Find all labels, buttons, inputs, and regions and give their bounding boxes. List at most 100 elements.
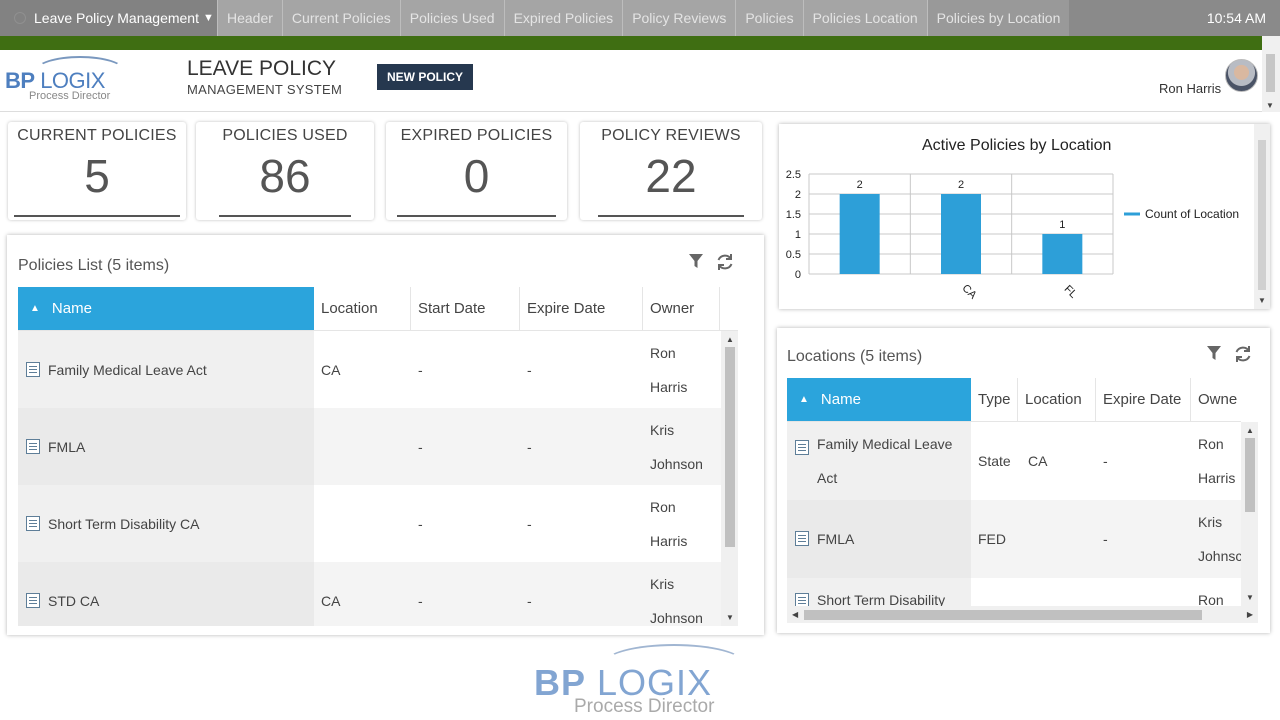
- locations-panel: Locations (5 items) ▲ Name Type Location …: [777, 328, 1270, 633]
- cell-name[interactable]: Short Term Disability CA: [18, 485, 314, 562]
- y-tick-label: 1.5: [786, 209, 801, 221]
- logo-bp: BP: [534, 662, 587, 703]
- scrollbar-thumb[interactable]: [1245, 438, 1255, 512]
- tab-current-policies[interactable]: Current Policies: [281, 0, 400, 36]
- bar: [839, 194, 880, 274]
- refresh-icon[interactable]: [715, 252, 735, 277]
- cell-type: FED: [971, 500, 1021, 578]
- document-icon: [795, 593, 809, 606]
- column-header-owner[interactable]: Owne: [1198, 391, 1238, 408]
- page-header: BP LOGIX Process Director LEAVE POLICY M…: [0, 50, 1262, 112]
- new-policy-button[interactable]: NEW POLICY: [377, 64, 474, 90]
- table-row[interactable]: STD CA CA - - Kris Johnson: [18, 562, 721, 626]
- column-header-type[interactable]: Type: [971, 378, 1018, 421]
- tab-policies-location[interactable]: Policies Location: [802, 0, 927, 36]
- chart-title: Active Policies by Location: [922, 137, 1112, 154]
- scroll-down-icon[interactable]: ▼: [1258, 296, 1266, 305]
- tab-policies[interactable]: Policies: [735, 0, 803, 36]
- column-header-start-date[interactable]: Start Date: [411, 287, 520, 330]
- scroll-up-icon[interactable]: ▲: [1246, 426, 1254, 435]
- stat-card-policies-used[interactable]: POLICIES USED 86: [196, 122, 374, 220]
- table-row[interactable]: Short Term Disability CA - - Ron Harris: [18, 485, 721, 562]
- refresh-icon[interactable]: [1233, 344, 1253, 369]
- avatar[interactable]: [1225, 59, 1258, 92]
- tab-expired-policies[interactable]: Expired Policies: [503, 0, 623, 36]
- document-icon: [26, 593, 40, 608]
- scroll-down-icon[interactable]: ▼: [726, 613, 734, 622]
- stat-card-current-policies[interactable]: CURRENT POLICIES 5: [8, 122, 186, 220]
- locations-panel-title: Locations (5 items): [787, 348, 923, 365]
- header-scrollbar[interactable]: ▼: [1262, 36, 1280, 112]
- column-header-expire-date[interactable]: Expire Date: [1096, 378, 1191, 421]
- logo-process-director: Process Director: [29, 90, 111, 102]
- cell-location: [1021, 500, 1096, 578]
- chart-panel: Active Policies by Location 0 0.5 1 1.5 2 2.5…: [779, 124, 1270, 309]
- logo-process-director: Process Director: [574, 696, 715, 717]
- filter-icon[interactable]: [1206, 344, 1222, 367]
- cell-text: -: [527, 438, 532, 455]
- cell-name[interactable]: Family Medical Leave Act: [787, 422, 971, 500]
- stat-value: 22: [645, 150, 697, 202]
- cell-location: CA: [1021, 422, 1096, 500]
- column-header-location[interactable]: Location: [1018, 378, 1096, 421]
- chart-scrollbar[interactable]: ▼: [1254, 124, 1270, 309]
- tab-policies-used[interactable]: Policies Used: [399, 0, 504, 36]
- stat-card-expired-policies[interactable]: EXPIRED POLICIES 0: [386, 122, 567, 220]
- scroll-left-icon[interactable]: ◀: [792, 610, 799, 619]
- stat-card-policy-reviews[interactable]: POLICY REVIEWS 22: [580, 122, 762, 220]
- stat-label: CURRENT POLICIES: [17, 127, 177, 144]
- table-row[interactable]: Family Medical Leave Act State CA - Ron Harr…: [787, 422, 1241, 500]
- cell-text: Ron Harris: [650, 498, 688, 549]
- table-row[interactable]: FMLA - - Kris Johnson: [18, 408, 721, 485]
- document-icon: [795, 440, 809, 455]
- scroll-right-icon[interactable]: ▶: [1246, 610, 1253, 619]
- scrollbar-thumb[interactable]: [725, 347, 735, 547]
- cell-text: -: [418, 515, 423, 532]
- y-tick-label: 2.5: [786, 169, 801, 181]
- scroll-up-icon[interactable]: ▲: [726, 335, 734, 344]
- scroll-down-icon[interactable]: ▼: [1246, 593, 1254, 602]
- data-label: 2: [958, 179, 964, 191]
- cell-expire: -: [1096, 422, 1191, 500]
- locations-hscrollbar[interactable]: ◀ ▶: [787, 606, 1258, 623]
- filter-icon[interactable]: [688, 252, 704, 275]
- cell-text: STD CA: [48, 592, 100, 609]
- column-header-expire-date[interactable]: Expire Date: [520, 287, 643, 330]
- column-header-name[interactable]: ▲ Name: [18, 287, 314, 330]
- cell-name[interactable]: Short Term Disability: [787, 578, 971, 606]
- cell-type: State: [971, 422, 1021, 500]
- logo-logix: LOGIX: [597, 662, 713, 703]
- scrollbar-thumb[interactable]: [1258, 140, 1266, 290]
- app-menu-dropdown[interactable]: Leave Policy Management ▼: [0, 0, 217, 36]
- locations-scrollbar[interactable]: ▲ ▼: [1241, 422, 1258, 606]
- document-icon: [795, 531, 809, 546]
- table-row[interactable]: FMLA FED - Kris Johnsc: [787, 500, 1241, 578]
- cell-name[interactable]: FMLA: [787, 500, 971, 578]
- locations-table-body: Family Medical Leave Act State CA - Ron Harr…: [787, 422, 1241, 606]
- column-header-name[interactable]: ▲ Name: [787, 378, 971, 421]
- cell-text: CA: [321, 592, 341, 609]
- cell-name[interactable]: FMLA: [18, 408, 314, 485]
- policies-scrollbar[interactable]: ▲ ▼: [721, 331, 738, 626]
- scrollbar-thumb[interactable]: [804, 610, 1202, 620]
- table-row[interactable]: Family Medical Leave Act CA - - Ron Harris: [18, 331, 721, 408]
- search-icon[interactable]: [14, 12, 26, 24]
- stat-value: 86: [259, 150, 311, 202]
- logo-swoosh: [604, 644, 744, 682]
- scroll-down-icon[interactable]: ▼: [1266, 101, 1274, 110]
- scrollbar-thumb[interactable]: [1266, 54, 1275, 92]
- tab-header[interactable]: Header: [217, 0, 282, 36]
- table-row[interactable]: Short Term Disability Ron: [787, 578, 1241, 606]
- tab-policy-reviews[interactable]: Policy Reviews: [622, 0, 736, 36]
- cell-name[interactable]: STD CA: [18, 562, 314, 626]
- cell-text: -: [418, 361, 423, 378]
- cell-name[interactable]: Family Medical Leave Act: [18, 331, 314, 408]
- cell-expire: [1096, 578, 1191, 606]
- column-header-owner[interactable]: Owner: [643, 287, 720, 330]
- column-header-location[interactable]: Location: [314, 287, 411, 330]
- x-tick-label: FL: [1062, 283, 1080, 301]
- cell-text: FMLA: [48, 438, 86, 455]
- user-name[interactable]: Ron Harris: [1159, 81, 1222, 96]
- cell-start: -: [411, 485, 520, 562]
- tab-policies-by-location[interactable]: Policies by Location: [926, 0, 1070, 36]
